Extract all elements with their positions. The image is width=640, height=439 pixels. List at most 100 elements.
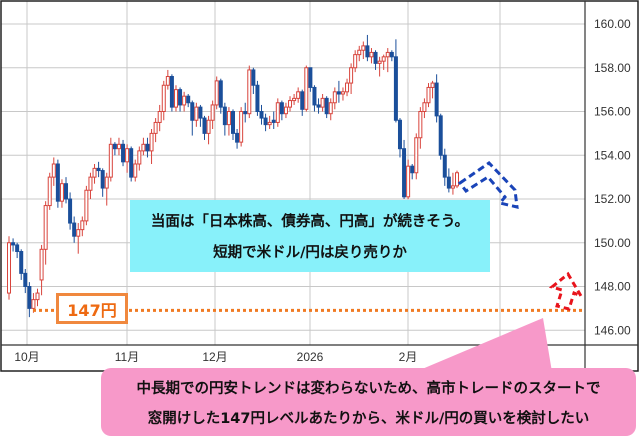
candle-body: [11, 242, 16, 246]
candle-body: [149, 132, 154, 152]
candle-body: [300, 91, 305, 110]
candle-down: [243, 102, 248, 123]
candle-body: [226, 111, 231, 126]
candle-body: [279, 102, 284, 115]
candle-body: [320, 97, 325, 108]
candle-body: [96, 167, 101, 172]
candle-down: [169, 74, 174, 112]
axes: 160.00 158.00 156.00 154.00 152.00 150.00 148.…: [0, 0, 639, 372]
candle-up: [328, 98, 333, 121]
candle-body: [271, 119, 276, 123]
candle-body: [414, 137, 419, 174]
candle-down: [64, 177, 69, 204]
candle-body: [31, 299, 36, 309]
candle-up: [361, 41, 366, 59]
candle-up: [239, 107, 244, 147]
candle-up: [414, 133, 419, 180]
candle-up: [35, 288, 40, 307]
candle-up: [80, 216, 85, 237]
candle-down: [410, 164, 415, 180]
candle-up: [149, 129, 154, 164]
candle-body: [418, 111, 423, 139]
candle-body: [397, 119, 402, 150]
candle-up: [157, 104, 162, 132]
candle-body: [218, 80, 223, 108]
candle-body: [190, 102, 195, 121]
candle-down: [393, 39, 398, 123]
long-term-outlook-callout: 中長期での円安トレンドは変わらないため、高市トレードのスタートで 窓開けした14…: [101, 368, 636, 436]
callout-tail: [415, 318, 552, 372]
candle-down: [68, 192, 73, 230]
candle-body: [145, 143, 150, 152]
candle-body: [353, 54, 358, 69]
candle-body: [275, 102, 280, 123]
candle-body: [157, 111, 162, 123]
candle-body: [165, 76, 170, 86]
candle-body: [450, 185, 455, 189]
candle-up: [182, 91, 187, 112]
candle-down: [72, 216, 77, 243]
candle-up: [345, 78, 350, 97]
candle-body: [430, 82, 435, 88]
candle-body: [243, 111, 248, 115]
candle-up: [92, 164, 97, 184]
candle-down: [112, 142, 117, 156]
candle-body: [235, 132, 240, 143]
candle-up: [247, 65, 252, 119]
candle-body: [389, 51, 394, 58]
candle-body: [35, 292, 40, 301]
y-tick-label: 150.00: [594, 236, 631, 250]
candle-up: [165, 69, 170, 90]
candle-body: [336, 91, 341, 95]
candle-body: [288, 100, 293, 108]
candle-up: [450, 172, 455, 195]
candle-up: [353, 50, 358, 73]
candle-body: [141, 143, 146, 152]
short-term-line-1: 当面は「日本株高、債券高、円高」が続きそう。: [150, 214, 470, 230]
candle-body: [369, 51, 374, 58]
candle-up: [214, 76, 219, 110]
candle-body: [76, 229, 81, 237]
candle-up: [340, 87, 345, 101]
candle-down: [218, 78, 223, 114]
candle-up: [267, 115, 272, 129]
candle-down: [402, 139, 407, 199]
candle-down: [316, 98, 321, 114]
y-tick-label: 156.00: [594, 105, 631, 119]
candle-body: [357, 49, 362, 56]
candle-down: [186, 94, 191, 108]
candle-down: [259, 104, 264, 125]
candle-up: [153, 118, 158, 143]
candle-down: [121, 139, 126, 167]
y-tick-label: 152.00: [594, 192, 631, 206]
x-tick-label: 2月: [399, 350, 418, 364]
y-tick-label: 154.00: [594, 148, 631, 162]
candle-body: [23, 272, 28, 287]
candle-body: [442, 154, 447, 178]
candle-up: [296, 87, 301, 103]
candle-up: [422, 98, 427, 119]
candle-up: [43, 201, 48, 265]
candle-up: [304, 65, 309, 112]
candles: [7, 34, 459, 318]
candle-body: [47, 176, 52, 207]
candle-down: [434, 74, 439, 123]
blue-dashed-down-arrow-icon: [457, 161, 519, 209]
candle-body: [267, 121, 272, 126]
candle-down: [27, 282, 32, 318]
candle-body: [178, 89, 183, 106]
candle-down: [100, 168, 105, 197]
candle-up: [125, 144, 130, 173]
candle-up: [430, 80, 435, 99]
candle-body: [361, 45, 366, 51]
candle-body: [198, 106, 203, 119]
candle-up: [418, 107, 423, 149]
candle-down: [190, 100, 195, 136]
candle-body: [15, 244, 20, 252]
candle-body: [365, 45, 370, 58]
candle-body: [316, 104, 321, 108]
candle-body: [304, 67, 309, 110]
candle-body: [422, 102, 427, 112]
candle-body: [434, 82, 439, 117]
